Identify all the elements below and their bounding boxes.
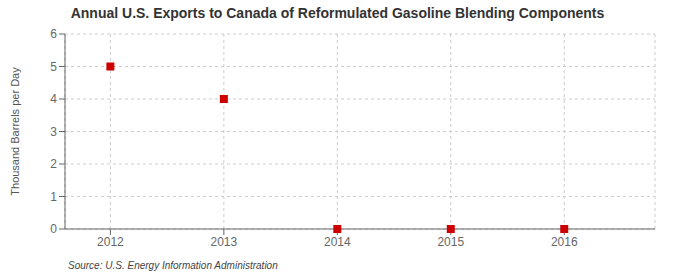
svg-text:2015: 2015 bbox=[437, 235, 464, 249]
svg-text:2012: 2012 bbox=[97, 235, 124, 249]
svg-text:2: 2 bbox=[50, 157, 57, 171]
svg-text:2016: 2016 bbox=[551, 235, 578, 249]
html-text:Annual U.S. Exports to Canada: Annual U.S. Exports to Canada of Reformu… bbox=[70, 5, 605, 21]
svg-text:6: 6 bbox=[50, 27, 57, 41]
svg-text:2014: 2014 bbox=[324, 235, 351, 249]
svg-text:4: 4 bbox=[50, 92, 57, 106]
svg-text:3: 3 bbox=[50, 125, 57, 139]
svg-text:1: 1 bbox=[50, 190, 57, 204]
html-text:Source: U.S. Energy Informatio: Source: U.S. Energy Information Administ… bbox=[68, 260, 278, 271]
svg-text:2013: 2013 bbox=[210, 235, 237, 249]
svg-text:5: 5 bbox=[50, 60, 57, 74]
svg-text:Thousand Barrels per Day: Thousand Barrels per Day bbox=[9, 67, 21, 196]
svg-text:0: 0 bbox=[50, 222, 57, 236]
